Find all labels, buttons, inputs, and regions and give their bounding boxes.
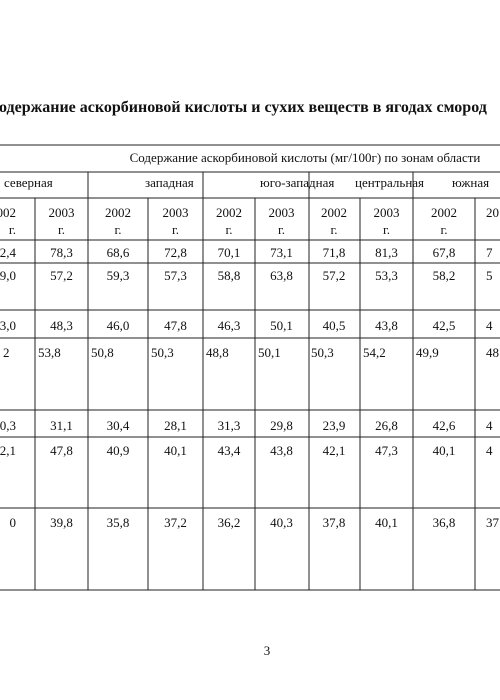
zone-label: южная	[452, 175, 489, 190]
year-label: г.	[330, 222, 337, 237]
table-cell: 42,6	[433, 418, 456, 433]
table-cell: 4	[486, 443, 493, 458]
table-cell: 46,3	[218, 318, 241, 333]
table-cell: 59,3	[107, 268, 130, 283]
table-cell: 81,3	[375, 245, 398, 260]
table-cell: 5	[486, 268, 493, 283]
table-cell: 46,0	[107, 318, 130, 333]
table-cell: 29,8	[270, 418, 293, 433]
table-cell: 40,9	[107, 443, 130, 458]
table-cell: 50,1	[258, 345, 281, 360]
table-cell: 42,5	[433, 318, 456, 333]
year-label: 002	[0, 205, 16, 220]
zone-label: юго-западная	[260, 175, 334, 190]
table-cell: 50,3	[311, 345, 334, 360]
year-label: 2003	[49, 205, 75, 220]
year-label: 2002	[216, 205, 242, 220]
table-cell: 9,0	[0, 268, 16, 283]
zone-label: центральная	[355, 175, 424, 190]
table-cell: 50,8	[91, 345, 114, 360]
table-cell: 40,3	[270, 515, 293, 530]
year-label: 2002	[321, 205, 347, 220]
table-cell: 57,2	[323, 268, 346, 283]
year-label: 2003	[163, 205, 189, 220]
year-label: г.	[114, 222, 121, 237]
page-number: 3	[264, 643, 271, 658]
table-cell: 48,8	[206, 345, 229, 360]
table-cell: 30,4	[107, 418, 130, 433]
table-cell: 3,0	[0, 318, 16, 333]
table-cell: 43,8	[375, 318, 398, 333]
table-cell: 47,8	[50, 443, 73, 458]
year-label: г.	[383, 222, 390, 237]
table-cell: 78,3	[50, 245, 73, 260]
table-cell: 54,2	[363, 345, 386, 360]
zone-label: северная	[4, 175, 53, 190]
table-cell: 58,8	[218, 268, 241, 283]
table-cell: 40,1	[164, 443, 187, 458]
year-label: г.	[9, 222, 16, 237]
table-cell: 49,9	[416, 345, 439, 360]
table-cell: 57,3	[164, 268, 187, 283]
table-cell: 42,1	[323, 443, 346, 458]
table-cell: 47,8	[164, 318, 187, 333]
year-label: г.	[58, 222, 65, 237]
year-label: 2003	[374, 205, 400, 220]
year-label: г.	[172, 222, 179, 237]
table-cell: 2,4	[0, 245, 17, 260]
table-cell: 57,2	[50, 268, 73, 283]
table-cell: 2,1	[0, 443, 16, 458]
table-cell: 67,8	[433, 245, 456, 260]
year-label: г.	[278, 222, 285, 237]
year-label: 2003	[269, 205, 295, 220]
year-label: г.	[225, 222, 232, 237]
table-cell: 53,3	[375, 268, 398, 283]
table-cell: 40,1	[433, 443, 456, 458]
zone-label: западная	[145, 175, 194, 190]
table-cell: 31,3	[218, 418, 241, 433]
table-cell: 71,8	[323, 245, 346, 260]
title: одержание аскорбиновой кислоты и сухих в…	[0, 99, 487, 116]
table-cell: 47,3	[375, 443, 398, 458]
table-cell: 37	[486, 515, 500, 530]
table-cell: 4	[486, 418, 493, 433]
table-cell: 37,8	[323, 515, 346, 530]
table-cell: 43,4	[218, 443, 241, 458]
table-cell: 43,8	[270, 443, 293, 458]
year-label: 2002	[431, 205, 457, 220]
table-cell: 31,1	[50, 418, 73, 433]
table-cell: 23,9	[323, 418, 346, 433]
table-cell: 39,8	[50, 515, 73, 530]
year-label: г.	[440, 222, 447, 237]
table-cell: 37,2	[164, 515, 187, 530]
table-cell: 4	[486, 318, 493, 333]
table-cell: 50,3	[151, 345, 174, 360]
table-cell: 2	[3, 345, 10, 360]
table-cell: 36,2	[218, 515, 241, 530]
year-label: 20	[486, 205, 499, 220]
table-cell: 53,8	[38, 345, 61, 360]
table-cell: 63,8	[270, 268, 293, 283]
table-cell: 50,1	[270, 318, 293, 333]
table-cell: 40,1	[375, 515, 398, 530]
table-cell: 35,8	[107, 515, 130, 530]
table-cell: 70,1	[218, 245, 241, 260]
table-cell: 26,8	[375, 418, 398, 433]
table-cell: 68,6	[107, 245, 130, 260]
table-cell: 58,2	[433, 268, 456, 283]
table-cell: 28,1	[164, 418, 187, 433]
table-cell: 36,8	[433, 515, 456, 530]
table-cell: 73,1	[270, 245, 293, 260]
table-cell: 0,3	[0, 418, 16, 433]
table-cell: 48,3	[50, 318, 73, 333]
table-cell: 72,8	[164, 245, 187, 260]
table-cell: 40,5	[323, 318, 346, 333]
table-header: Содержание аскорбиновой кислоты (мг/100г…	[130, 150, 481, 165]
year-label: 2002	[105, 205, 131, 220]
table-cell: 0	[10, 515, 17, 530]
table-cell: 48	[486, 345, 499, 360]
table-cell: 7	[486, 245, 493, 260]
